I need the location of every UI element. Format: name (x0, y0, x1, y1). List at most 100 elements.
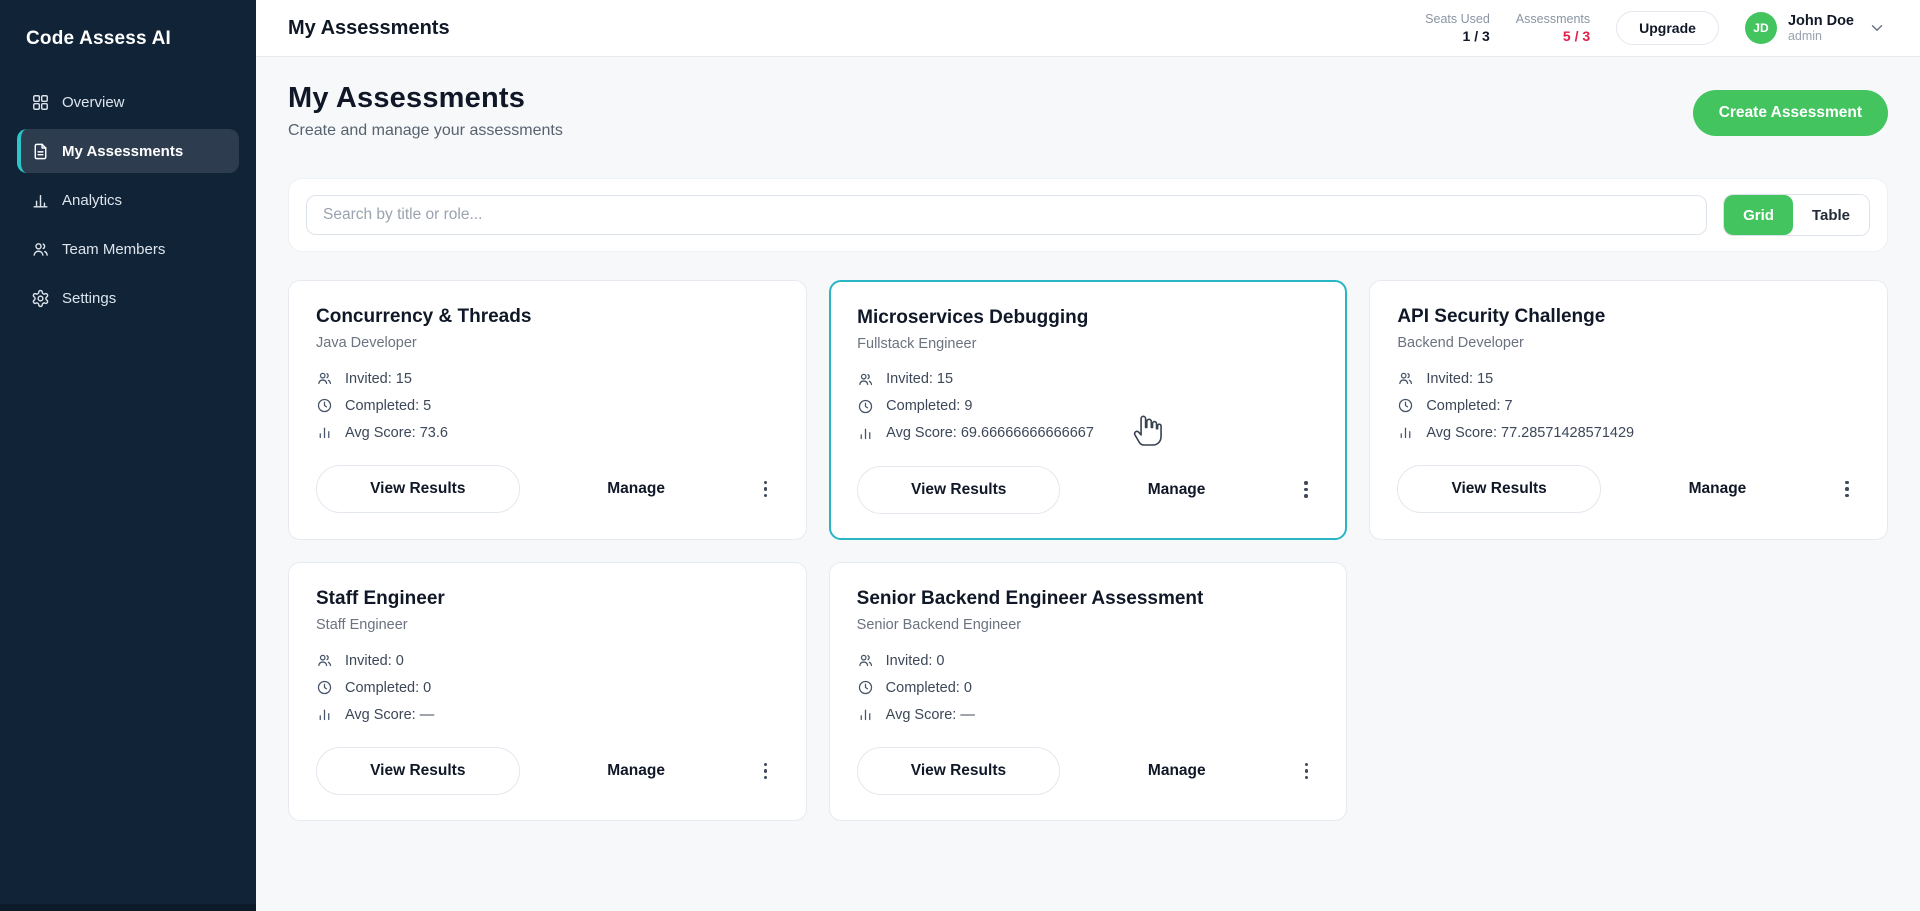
clock-icon (857, 398, 874, 415)
assessment-card[interactable]: Staff Engineer Staff Engineer Invited: 0… (288, 562, 807, 821)
users-icon (316, 652, 333, 669)
manage-button[interactable]: Manage (1060, 481, 1293, 499)
sidebar-item-label: My Assessments (62, 142, 184, 160)
assessment-card[interactable]: Microservices Debugging Fullstack Engine… (828, 280, 1348, 540)
assessment-card[interactable]: Concurrency & Threads Java Developer Inv… (288, 280, 807, 540)
avg-score-stat: Avg Score: 69.66666666666667 (857, 425, 1319, 442)
kebab-menu-icon[interactable] (1293, 477, 1319, 502)
quota-value: 1 / 3 (1462, 28, 1490, 44)
create-assessment-button[interactable]: Create Assessment (1692, 90, 1888, 136)
view-results-button[interactable]: View Results (316, 747, 520, 795)
view-toggle-table[interactable]: Table (1792, 195, 1869, 235)
bar-chart-icon (316, 706, 333, 723)
kebab-menu-icon[interactable] (1293, 759, 1319, 784)
assessment-title: Microservices Debugging (857, 306, 1089, 328)
main-content: My Assessments Create and manage your as… (256, 58, 1920, 911)
clock-icon (857, 679, 874, 696)
bar-chart-icon (857, 706, 874, 723)
assessment-role: Senior Backend Engineer (856, 617, 1022, 633)
sidebar-nav: Overview My Assessments Analytics Team M… (0, 80, 256, 320)
quota-label: Assessments (1515, 12, 1591, 26)
search-input[interactable] (306, 195, 1708, 235)
bar-chart-icon (857, 425, 874, 442)
assessment-title: Concurrency & Threads (316, 306, 532, 327)
chevron-down-icon[interactable] (1868, 19, 1886, 37)
users-icon (316, 370, 333, 387)
completed-stat: Completed: 5 (316, 397, 779, 414)
assessment-role: Fullstack Engineer (857, 335, 977, 352)
sidebar-bottom-strip (0, 904, 256, 911)
bar-chart-icon (316, 424, 333, 441)
kebab-menu-icon[interactable] (753, 759, 779, 784)
view-toggle: Grid Table (1723, 194, 1870, 236)
manage-button[interactable]: Manage (1060, 762, 1293, 780)
kebab-menu-icon[interactable] (753, 477, 779, 502)
assessment-role: Staff Engineer (316, 617, 408, 633)
assessment-card[interactable]: Senior Backend Engineer Assessment Senio… (828, 562, 1348, 821)
user-menu[interactable]: JD John Doe admin (1744, 12, 1886, 44)
sidebar-item-team-members[interactable]: Team Members (17, 227, 239, 271)
completed-stat: Completed: 7 (1397, 397, 1860, 414)
assessment-title: Senior Backend Engineer Assessment (856, 588, 1204, 609)
top-header: My Assessments Seats Used 1 / 3 Assessme… (256, 0, 1920, 57)
invited-stat: Invited: 0 (857, 652, 1320, 669)
bar-chart-icon (1397, 424, 1414, 441)
assessment-role: Backend Developer (1397, 335, 1524, 351)
completed-stat: Completed: 9 (857, 398, 1319, 415)
assessment-stats: Invited: 0 Completed: 0 Avg Score: — (857, 652, 1320, 723)
clock-icon (316, 679, 333, 696)
quota-value: 5 / 3 (1562, 28, 1591, 44)
assessment-stats: Invited: 15 Completed: 7 Avg Score: 77.2… (1397, 370, 1860, 441)
users-icon (857, 652, 874, 669)
sidebar-item-settings[interactable]: Settings (17, 276, 239, 320)
app-logo: Code Assess AI (26, 28, 172, 49)
invited-stat: Invited: 15 (316, 370, 779, 387)
users-icon (1397, 370, 1414, 387)
kebab-menu-icon[interactable] (1834, 477, 1860, 502)
card-actions: View Results Manage (316, 747, 779, 795)
view-results-button[interactable]: View Results (857, 465, 1061, 514)
assessment-card[interactable]: API Security Challenge Backend Developer… (1369, 280, 1888, 540)
sidebar-item-label: Team Members (62, 240, 166, 258)
sidebar-item-my-assessments[interactable]: My Assessments (17, 129, 239, 173)
header-title: My Assessments (288, 16, 450, 39)
quota-assessments: Assessments 5 / 3 (1516, 12, 1590, 44)
sidebar-item-label: Analytics (62, 191, 123, 209)
document-icon (31, 142, 50, 161)
invited-stat: Invited: 15 (1397, 370, 1860, 387)
card-actions: View Results Manage (856, 747, 1320, 795)
page-title: My Assessments (288, 82, 526, 114)
assessments-grid: Concurrency & Threads Java Developer Inv… (288, 280, 1888, 821)
avg-score-stat: Avg Score: — (857, 706, 1320, 723)
gear-icon (31, 289, 50, 308)
manage-button[interactable]: Manage (1601, 480, 1834, 498)
sidebar-item-label: Settings (62, 289, 117, 307)
sidebar: Code Assess AI Overview My Assessments A… (0, 0, 256, 911)
clock-icon (316, 397, 333, 414)
view-results-button[interactable]: View Results (856, 747, 1061, 795)
sidebar-item-label: Overview (62, 93, 125, 111)
view-results-button[interactable]: View Results (1397, 465, 1601, 513)
card-actions: View Results Manage (316, 465, 779, 513)
avg-score-stat: Avg Score: 77.28571428571429 (1397, 424, 1860, 441)
users-icon (31, 240, 50, 259)
completed-stat: Completed: 0 (857, 679, 1320, 696)
analytics-icon (31, 191, 50, 210)
invited-stat: Invited: 15 (857, 371, 1319, 388)
avg-score-stat: Avg Score: — (316, 706, 779, 723)
manage-button[interactable]: Manage (520, 762, 753, 780)
upgrade-button[interactable]: Upgrade (1616, 11, 1719, 45)
avatar[interactable]: JD (1744, 12, 1777, 44)
sidebar-item-analytics[interactable]: Analytics (17, 178, 239, 222)
manage-button[interactable]: Manage (520, 480, 753, 498)
assessment-stats: Invited: 15 Completed: 5 Avg Score: 73.6 (316, 370, 779, 441)
view-results-button[interactable]: View Results (316, 465, 520, 513)
card-actions: View Results Manage (857, 465, 1319, 514)
user-role: admin (1787, 29, 1822, 44)
view-toggle-grid[interactable]: Grid (1724, 195, 1793, 235)
sidebar-item-overview[interactable]: Overview (17, 80, 239, 124)
completed-stat: Completed: 0 (316, 679, 779, 696)
users-icon (857, 371, 874, 388)
page-head: My Assessments Create and manage your as… (288, 82, 1888, 140)
assessment-stats: Invited: 0 Completed: 0 Avg Score: — (316, 652, 779, 723)
